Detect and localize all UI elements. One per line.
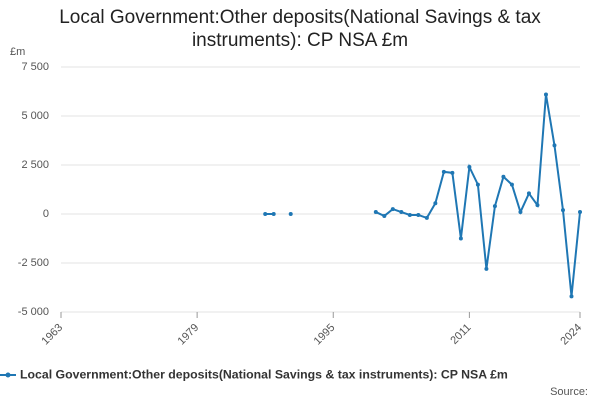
point: [382, 213, 387, 218]
point: [467, 164, 472, 169]
point: [399, 210, 404, 215]
point: [518, 210, 523, 215]
y-tick-label: 0: [43, 208, 49, 220]
point: [509, 182, 514, 187]
point: [441, 169, 446, 174]
y-tick-label: 7 500: [21, 61, 49, 73]
point: [407, 212, 412, 217]
point: [288, 212, 293, 216]
point: [543, 92, 548, 97]
point: [424, 215, 429, 220]
point: [271, 212, 276, 216]
point: [458, 236, 463, 241]
point: [569, 294, 574, 299]
point: [526, 191, 531, 196]
legend-marker: [5, 372, 11, 378]
y-unit: £m: [10, 46, 25, 58]
x-tick-label: 2011: [448, 322, 473, 347]
y-tick-label: -2 500: [18, 257, 49, 269]
x-tick-label: 1995: [312, 322, 338, 348]
x-tick-label: 1979: [176, 322, 202, 348]
chart-title: Local Government:Other deposits(National…: [59, 7, 541, 51]
point: [492, 204, 497, 209]
point: [501, 174, 506, 179]
point: [552, 143, 557, 148]
legend-label: Local Government:Other deposits(National…: [20, 367, 508, 381]
point: [263, 212, 268, 216]
y-tick-label: 2 500: [21, 159, 49, 171]
point: [578, 210, 582, 215]
point: [560, 208, 565, 213]
y-tick-label: -5 000: [18, 306, 49, 318]
x-tick-label: 1963: [39, 322, 65, 348]
point: [433, 201, 438, 206]
x-tick-label: 2024: [558, 322, 584, 348]
point: [373, 210, 378, 215]
point: [450, 170, 455, 175]
point: [390, 207, 395, 212]
point: [416, 212, 421, 217]
point: [475, 182, 480, 187]
series-line: [265, 94, 581, 297]
y-tick-label: 5 000: [21, 110, 49, 122]
source: Source:: [550, 386, 588, 398]
point: [535, 203, 540, 208]
point: [484, 266, 489, 271]
